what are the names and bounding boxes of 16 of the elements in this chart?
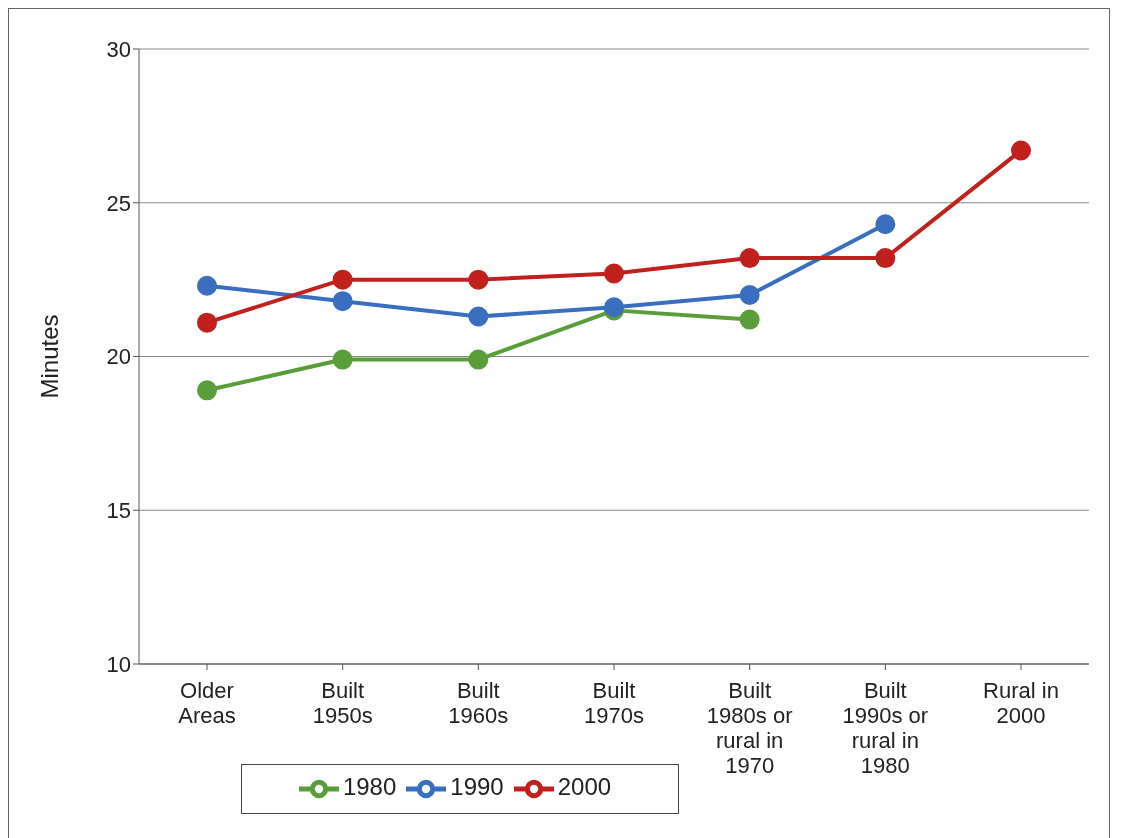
x-tick-label: Built 1960s [448,678,509,728]
x-tick-label: Built 1980s or rural in 1970 [706,678,793,778]
legend-label: 1990 [450,773,504,801]
y-tick-label: 30 [106,36,131,62]
x-tick-label: Rural in 2000 [983,678,1059,728]
y-tick-label: 25 [106,190,131,216]
x-tick-label: Older Areas [178,678,236,728]
legend-label: 1980 [342,773,397,801]
y-tick-label: 20 [106,344,131,370]
x-tick-label: Built 1950s [312,678,373,728]
y-tick-label: 15 [106,498,131,524]
legend-label: 2000 [557,773,612,801]
y-tick-label: 10 [106,651,131,677]
x-tick-label: Built 1970s [584,678,644,728]
y-axis-title: Minutes [35,314,63,399]
x-tick-label: Built 1990s or rural in 1980 [842,678,929,778]
